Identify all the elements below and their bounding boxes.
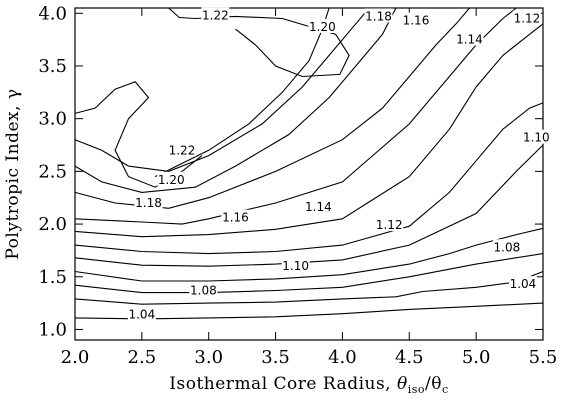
x-tick-label: 5.0 — [462, 347, 491, 368]
contour-label: 1.12 — [514, 12, 541, 26]
y-tick-label: 3.5 — [38, 56, 67, 77]
contour-label: 1.12 — [376, 218, 403, 232]
contour-lines — [74, 7, 544, 320]
x-tick-label: 2.0 — [61, 347, 90, 368]
y-tick-label: 1.0 — [38, 319, 67, 340]
contour-line — [168, 7, 350, 78]
contour-line — [74, 7, 517, 225]
contour-label-bg — [508, 276, 537, 291]
contour-line — [74, 270, 544, 305]
contour-label: 1.10 — [282, 259, 309, 273]
contour-label: 1.10 — [523, 131, 550, 145]
contour-labels: 1.04 1.04 1.08 1.08 1.10 1.10 1.12 1.12 1.14 1.14… — [127, 7, 551, 322]
contour-line — [74, 81, 203, 188]
y-tick-label: 2.5 — [38, 161, 67, 182]
contour-label-bg — [134, 194, 163, 209]
contour-label: 1.22 — [169, 143, 196, 157]
x-tick-label: 3.0 — [194, 347, 223, 368]
contour-label: 1.14 — [456, 33, 483, 47]
y-tick-label: 2.0 — [38, 214, 67, 235]
contour-label-bg — [375, 217, 404, 232]
contour-label: 1.14 — [305, 200, 332, 214]
y-axis-title: Polytropic Index, γ — [3, 88, 23, 259]
contour-label-bg — [512, 10, 541, 25]
contour-label-bg — [492, 239, 521, 254]
x-tick-label: 3.5 — [261, 347, 290, 368]
contour-label: 1.20 — [309, 20, 336, 34]
x-tick-label: 2.5 — [128, 347, 157, 368]
y-tick-label: 1.5 — [38, 267, 67, 288]
ticks: 2.0 2.5 3.0 3.5 4.0 4.5 5.0 5.5 1.0 1.5 2.0 2.5 3.0 3… — [38, 3, 557, 368]
contour-label: 1.18 — [365, 9, 392, 23]
contour-line — [74, 7, 370, 172]
plot-frame — [74, 7, 544, 341]
contour-label-bg — [455, 31, 484, 46]
contour-label: 1.08 — [494, 240, 521, 254]
contour-label: 1.04 — [510, 277, 537, 291]
contour-line — [74, 7, 397, 193]
x-tick-label: 4.0 — [328, 347, 357, 368]
contour-label-bg — [364, 8, 393, 23]
contour-line — [74, 253, 544, 294]
contour-label: 1.08 — [190, 283, 217, 297]
contour-label-bg — [201, 7, 230, 22]
contour-label: 1.16 — [403, 14, 430, 28]
contour-label-bg — [401, 12, 430, 27]
y-tick-label: 4.0 — [38, 3, 67, 24]
x-tick-label: 4.5 — [395, 347, 424, 368]
contour-label-bg — [167, 142, 196, 157]
contour-label-bg — [522, 129, 551, 144]
x-axis-title: Isothermal Core Radius, θiso/θc — [169, 374, 448, 396]
contour-label-bg — [157, 171, 186, 186]
contour-label-bg — [304, 199, 333, 214]
contour-label-bg — [281, 258, 310, 273]
x-tick-label: 5.5 — [529, 347, 558, 368]
contour-label-bg — [221, 209, 250, 224]
contour-line — [74, 7, 470, 209]
contour-label: 1.22 — [202, 8, 229, 22]
contour-label: 1.04 — [128, 308, 155, 322]
contour-label-bg — [189, 282, 218, 297]
contour-line — [74, 144, 544, 267]
contour-label: 1.20 — [158, 173, 185, 187]
contour-label: 1.18 — [135, 196, 162, 210]
contour-line — [74, 23, 544, 238]
contour-line — [74, 102, 544, 255]
contour-label-bg — [308, 18, 337, 33]
contour-label-bg — [127, 306, 156, 321]
contour-label: 1.16 — [222, 211, 249, 225]
y-tick-label: 3.0 — [38, 109, 67, 130]
